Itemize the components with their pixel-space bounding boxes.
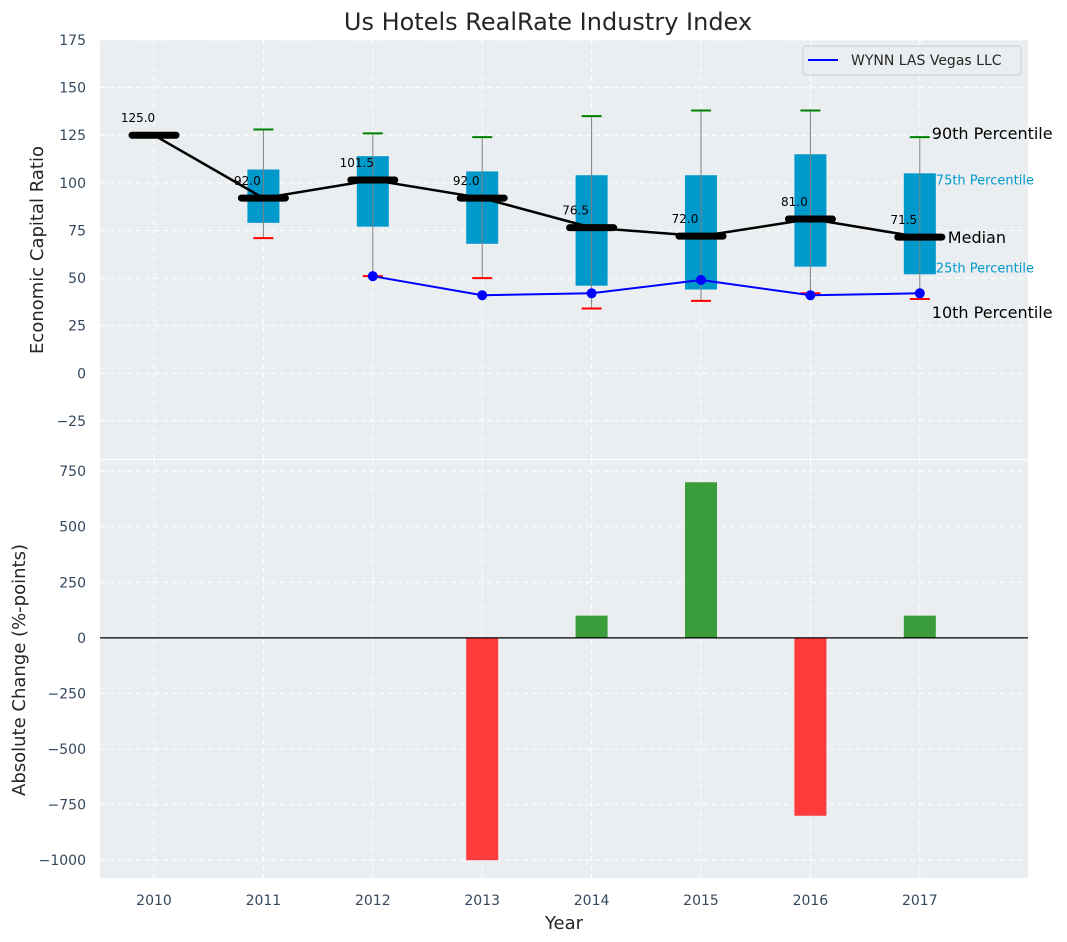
bottom-y-tick-label: −750	[48, 798, 86, 814]
x-axis-label: Year	[544, 913, 584, 934]
x-tick-label-2011: 2011	[246, 893, 282, 909]
change-bar-2015	[685, 482, 717, 638]
annotation-p25: 25th Percentile	[936, 261, 1034, 276]
annotation-p75: 75th Percentile	[936, 173, 1034, 188]
x-tick-label-2013: 2013	[464, 893, 500, 909]
company-point-2017	[914, 288, 925, 299]
x-tick-label-2010: 2010	[136, 893, 172, 909]
company-point-2014	[586, 288, 597, 299]
top-y-tick-label: 125	[59, 128, 86, 144]
company-point-2013	[477, 290, 488, 301]
top-y-tick-label: 0	[77, 366, 86, 382]
x-tick-label-2017: 2017	[902, 893, 938, 909]
x-tick-label-2016: 2016	[793, 893, 829, 909]
median-label-2014: 76.5	[562, 204, 589, 218]
legend: WYNN LAS Vegas LLC	[802, 45, 1022, 76]
top-y-tick-label: 75	[68, 223, 86, 239]
x-tick-label-2015: 2015	[683, 893, 719, 909]
median-label-2015: 72.0	[672, 212, 699, 226]
top-panel: 175 150 125 100 75 50 25 0 −25 125.0 92.0 101.5 92.0…	[56, 33, 1053, 459]
bottom-y-tick-label: 250	[59, 575, 86, 591]
median-label-2013: 92.0	[453, 174, 480, 188]
annotation-median: Median	[948, 228, 1006, 247]
top-y-tick-label: 150	[59, 81, 86, 97]
median-label-2017: 71.5	[890, 213, 917, 227]
x-tick-label-2012: 2012	[355, 893, 391, 909]
bottom-y-tick-label: 0	[77, 631, 86, 647]
bottom-plot-area	[100, 460, 1028, 878]
change-bar-2016	[794, 637, 827, 816]
change-bar-2014	[575, 615, 608, 638]
top-y-tick-label: 100	[59, 176, 86, 192]
top-plot-area	[100, 40, 1028, 459]
median-label-2016: 81.0	[781, 195, 808, 209]
top-y-tick-label: −25	[56, 414, 86, 430]
top-y-axis-label: Economic Capital Ratio	[27, 146, 48, 354]
legend-box	[802, 45, 1022, 76]
x-tick-label-2014: 2014	[574, 893, 610, 909]
bottom-y-tick-label: −250	[48, 686, 86, 702]
chart-title: Us Hotels RealRate Industry Index	[344, 8, 752, 36]
bottom-y-axis-label: Absolute Change (%-points)	[9, 544, 30, 796]
change-bar-2013	[466, 637, 499, 861]
top-y-tick-label: 25	[68, 319, 86, 335]
median-label-2011: 92.0	[234, 174, 261, 188]
company-series-line	[372, 275, 920, 297]
annotation-p90: 90th Percentile	[932, 124, 1053, 143]
median-label-2010: 125.0	[121, 111, 155, 125]
legend-label: WYNN LAS Vegas LLC	[851, 53, 1002, 69]
median-label-2012: 101.5	[340, 156, 374, 170]
change-bar-2017	[903, 615, 936, 638]
bottom-panel: 750 500 250 0 −250 −500 −750 −1000 2010 2011 2012 2…	[39, 460, 1028, 909]
bottom-y-tick-label: 750	[59, 464, 86, 480]
company-point-2012	[367, 271, 378, 282]
bottom-y-tick-label: −500	[48, 742, 86, 758]
annotation-p10: 10th Percentile	[932, 303, 1053, 322]
company-point-2016	[805, 290, 816, 301]
top-y-tick-label: 175	[59, 33, 86, 49]
company-point-2015	[696, 274, 706, 285]
top-y-tick-label: 50	[68, 271, 86, 287]
bottom-y-tick-label: 500	[59, 520, 86, 536]
bottom-y-tick-label: −1000	[39, 853, 86, 869]
